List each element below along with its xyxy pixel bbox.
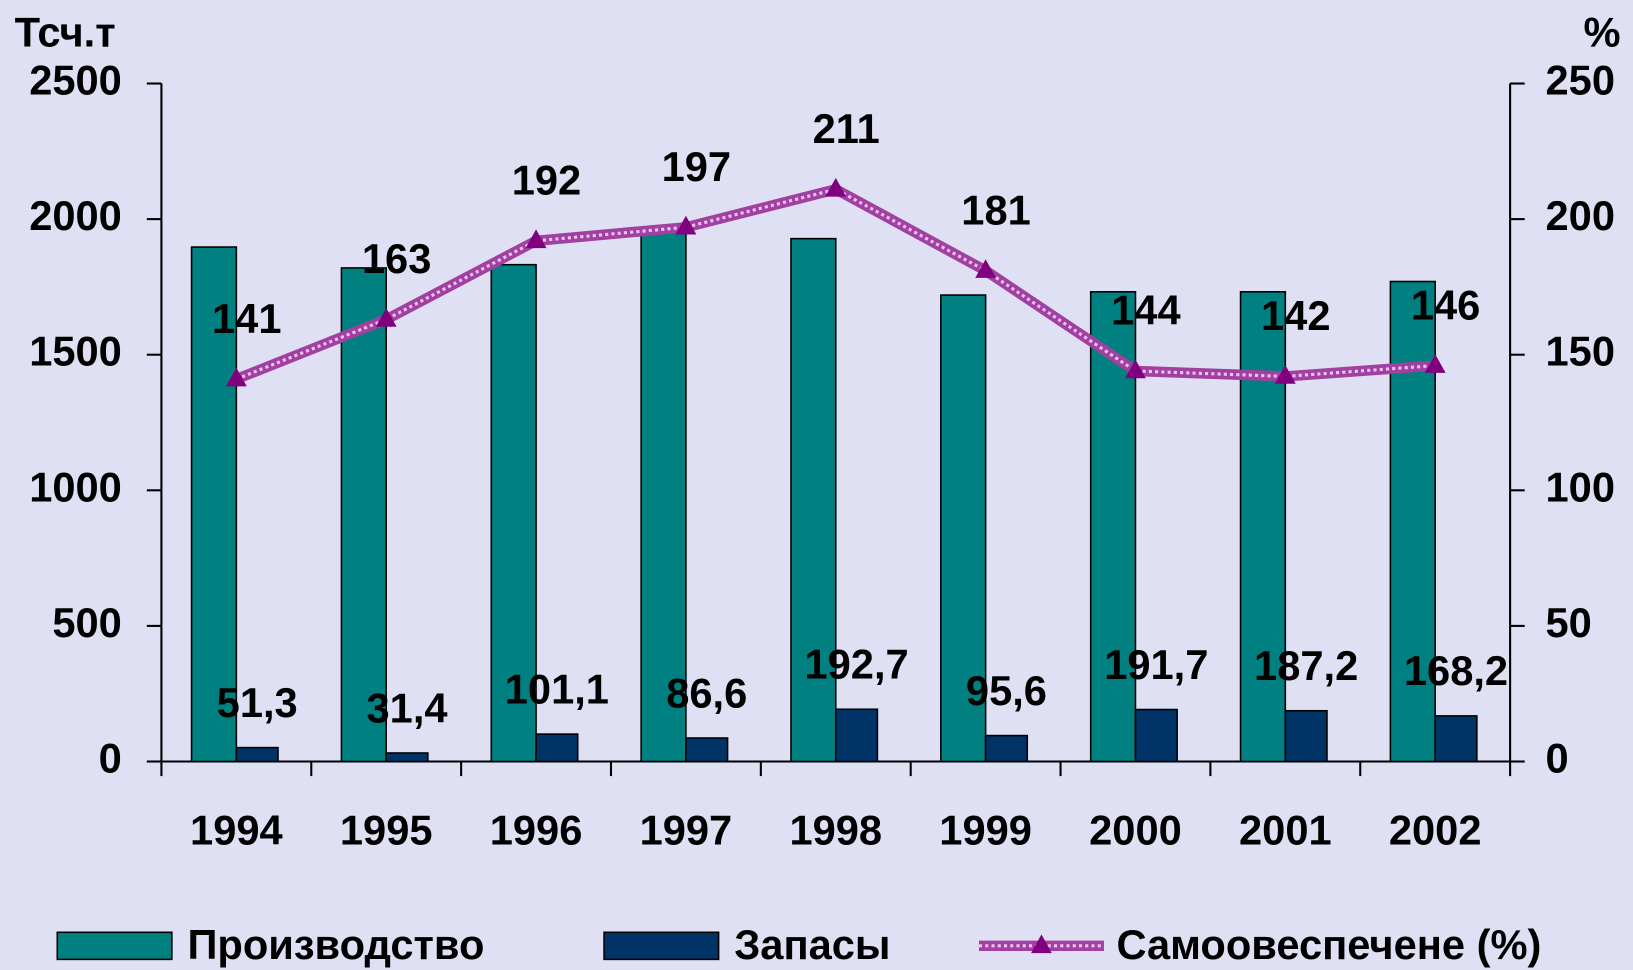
x-tick-label: 1999	[939, 806, 1032, 853]
bar	[535, 733, 579, 763]
y2-axis-label: %	[1583, 9, 1620, 56]
data-label: 181	[961, 186, 1030, 233]
x-tick-label: 1997	[640, 806, 733, 853]
data-label: 187,2	[1254, 642, 1358, 689]
line-marker	[225, 367, 247, 387]
data-label: 211	[813, 105, 880, 152]
y-tick-label: 2000	[29, 192, 122, 239]
y2-tick-label: 250	[1546, 57, 1615, 104]
x-tick-label: 2001	[1239, 806, 1332, 853]
line-marker	[975, 259, 997, 278]
bar	[685, 737, 729, 763]
legend-marker	[1031, 934, 1052, 954]
bar	[984, 734, 1029, 763]
bar	[385, 752, 429, 763]
legend-swatch	[603, 931, 720, 961]
line-marker	[525, 229, 547, 249]
legend-swatch	[56, 931, 173, 961]
data-label: 168,2	[1404, 647, 1508, 694]
data-label: 191,7	[1104, 641, 1208, 688]
data-label: 192	[512, 157, 581, 204]
y-tick-label: 2500	[29, 57, 122, 104]
y-tick-label: 0	[99, 735, 122, 782]
x-tick-label: 1998	[789, 806, 882, 853]
data-label: 146	[1411, 281, 1480, 328]
line-marker	[375, 308, 397, 327]
line-marker	[1274, 364, 1296, 384]
data-label: 197	[662, 143, 731, 190]
x-tick-label: 1994	[190, 806, 283, 853]
x-tick-label: 2002	[1389, 806, 1482, 853]
data-label: 31,4	[367, 684, 448, 731]
data-label: 144	[1111, 287, 1180, 334]
line-marker	[675, 215, 697, 235]
y2-tick-label: 50	[1546, 599, 1592, 646]
y2-tick-label: 100	[1546, 463, 1615, 510]
x-tick-label: 1996	[490, 806, 583, 853]
y-tick-label: 500	[52, 599, 121, 646]
bar	[1434, 715, 1478, 763]
bar	[790, 237, 837, 763]
line-marker	[1125, 359, 1146, 379]
data-label: 51,3	[217, 679, 298, 726]
y2-tick-label: 0	[1546, 735, 1569, 782]
bar	[1134, 708, 1178, 763]
bar	[190, 246, 238, 763]
line-marker	[1424, 354, 1446, 373]
data-label: 101,1	[505, 665, 609, 712]
y-tick-label: 1500	[29, 328, 122, 375]
y-tick-label: 1000	[29, 463, 122, 510]
data-label: 192,7	[804, 641, 908, 688]
bar	[834, 708, 879, 763]
y-axis-label: Тсч.т	[15, 9, 116, 56]
y2-tick-label: 150	[1546, 328, 1615, 375]
bar	[1239, 291, 1287, 763]
data-label: 163	[362, 235, 431, 282]
data-label: 142	[1261, 292, 1330, 339]
bar	[340, 267, 387, 763]
x-tick-label: 1995	[340, 806, 433, 853]
data-label: 86,6	[666, 669, 747, 716]
data-label: 95,6	[966, 667, 1047, 714]
y2-tick-label: 200	[1546, 192, 1615, 239]
bar	[940, 294, 987, 763]
legend-label: Производство	[187, 921, 484, 968]
bar	[1284, 709, 1328, 763]
legend-label: Самоовеспечене (%)	[1116, 921, 1541, 968]
bar	[235, 746, 279, 763]
x-tick-label: 2000	[1089, 806, 1182, 853]
bar	[490, 263, 537, 763]
legend-label: Запасы	[734, 921, 890, 968]
data-label: 141	[212, 295, 281, 342]
line-marker	[825, 177, 847, 197]
